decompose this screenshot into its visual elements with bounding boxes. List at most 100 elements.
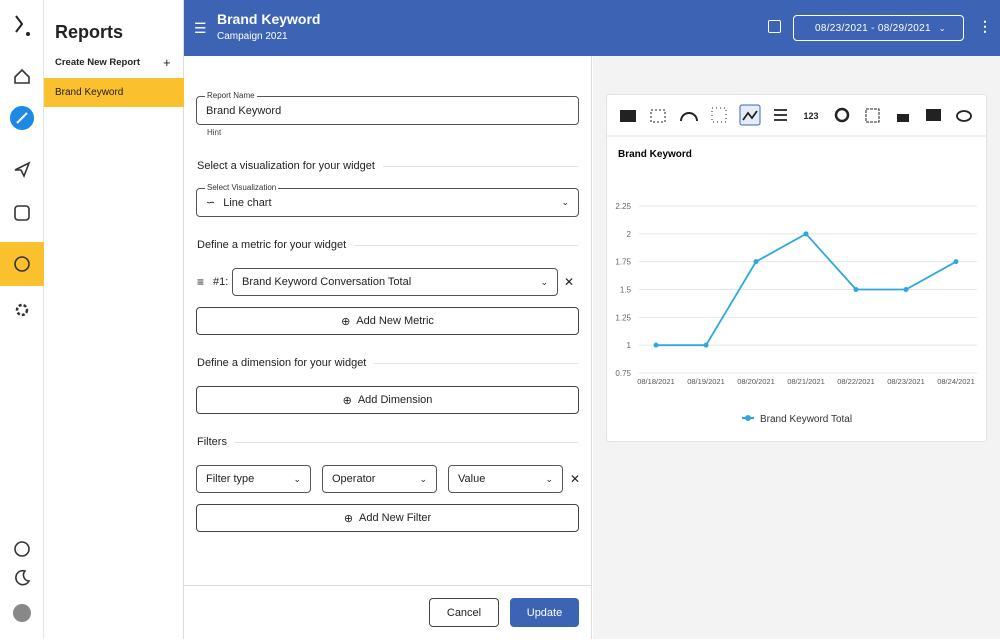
x-tick-label: 08/24/2021	[937, 377, 975, 386]
y-tick-label: 1	[627, 341, 632, 350]
legend-marker	[745, 415, 751, 421]
section-text: Select a visualization for your widget	[197, 160, 375, 172]
data-point	[753, 259, 759, 265]
data-point	[853, 287, 859, 292]
date-range[interactable]: 08/23/2021 - 08/29/2021 ⌄	[793, 15, 964, 41]
icon-rail	[0, 0, 44, 639]
x-tick-label: 08/21/2021	[787, 377, 825, 386]
field-value: Value	[458, 473, 486, 485]
x-tick-label: 08/20/2021	[737, 377, 775, 386]
section-title: Filters	[197, 436, 578, 448]
scatter-icon[interactable]	[711, 107, 727, 123]
cancel-button[interactable]: Cancel	[429, 598, 499, 627]
chart-icon[interactable]	[14, 256, 30, 272]
send-icon[interactable]	[14, 161, 31, 178]
data-point	[703, 342, 709, 348]
button-text: Update	[526, 606, 563, 619]
y-tick-label: 0.75	[615, 369, 631, 378]
help-icon[interactable]	[14, 541, 30, 557]
section-title: Define a dimension for your widget	[197, 357, 578, 369]
x-tick-label: 08/18/2021	[637, 377, 675, 386]
panel-title: Reports	[55, 22, 124, 42]
logo-dot	[26, 32, 30, 36]
button-text: Cancel	[446, 606, 482, 619]
x-tick-label: 08/22/2021	[837, 377, 875, 386]
podium-icon[interactable]	[897, 114, 909, 122]
active-rail-item[interactable]	[0, 242, 44, 286]
remove-filter[interactable]: ✕	[570, 472, 581, 486]
form-panel	[184, 56, 592, 639]
header-title: Brand Keyword	[217, 11, 321, 27]
field-label: Report Name	[205, 91, 257, 100]
x-tick-label: 08/19/2021	[687, 377, 725, 386]
add-metric-button[interactable]: ⊕ Add New Metric	[196, 307, 579, 335]
section-text: Define a metric for your widget	[197, 239, 347, 251]
create-report[interactable]: Create New Report	[55, 57, 140, 68]
section-text: Define a dimension for your widget	[197, 357, 367, 369]
metric-index: #1:	[213, 276, 229, 288]
list-icon[interactable]	[774, 109, 787, 121]
header-subtitle: Campaign 2021	[217, 31, 288, 42]
button-text: Add New Metric	[356, 315, 434, 327]
inbox-icon[interactable]	[14, 205, 30, 221]
area-icon[interactable]	[620, 110, 636, 122]
more-menu[interactable]: ⋮	[978, 18, 992, 34]
y-tick-label: 1.75	[615, 258, 631, 267]
operator-select[interactable]: Operator ⌄	[322, 465, 437, 493]
header: ☰ Brand Keyword Campaign 2021 08/23/2021…	[184, 0, 1000, 56]
funnel-icon[interactable]	[865, 108, 880, 123]
report-name-field[interactable]: Report Name Brand Keyword	[196, 91, 579, 125]
reports-panel: Reports Create New Report + Brand Keywor…	[44, 0, 184, 639]
create-plus[interactable]: +	[163, 55, 171, 70]
home-icon[interactable]	[14, 68, 30, 84]
date-range-text: 08/23/2021 - 08/29/2021	[815, 22, 931, 34]
number-icon[interactable]: 123	[803, 111, 818, 121]
x-tick-label: 08/23/2021	[887, 377, 925, 386]
settings-icon[interactable]	[15, 303, 29, 317]
avatar[interactable]	[13, 604, 31, 622]
y-tick-label: 2	[627, 230, 632, 239]
report-item[interactable]: Brand Keyword	[44, 78, 184, 107]
hint: Hint	[207, 128, 222, 137]
y-tick-label: 1.25	[615, 313, 631, 322]
button-text: Add New Filter	[359, 512, 432, 524]
chart-title: Brand Keyword	[618, 149, 692, 160]
remove-metric[interactable]: ✕	[564, 275, 575, 289]
drag-handle[interactable]: ≡	[197, 275, 205, 289]
section-title: Define a metric for your widget	[197, 239, 578, 251]
donut-icon[interactable]	[834, 107, 850, 123]
y-tick-label: 1.5	[620, 286, 632, 295]
update-button[interactable]: Update	[510, 598, 579, 627]
bar-icon[interactable]	[650, 109, 666, 123]
add-chart-icon[interactable]	[768, 20, 781, 33]
y-tick-label: 2.25	[615, 202, 631, 211]
logo	[15, 15, 24, 33]
filter-type-select[interactable]: Filter type ⌄	[196, 465, 311, 493]
field-value: Line chart	[223, 196, 272, 209]
viz-select[interactable]: Select Visualization ∽ Line chart ⌄	[196, 183, 579, 217]
field-value: Brand Keyword	[206, 104, 282, 117]
section-title: Select a visualization for your widget	[197, 160, 578, 172]
menu-icon[interactable]: ☰	[194, 20, 207, 36]
field-value: Brand Keyword Conversation Total	[242, 276, 412, 288]
chart-card	[606, 94, 987, 442]
treemap-icon[interactable]	[926, 109, 941, 121]
legend-label: Brand Keyword Total	[760, 414, 852, 425]
gauge-icon[interactable]	[680, 112, 698, 122]
metric-select[interactable]: Brand Keyword Conversation Total ⌄	[232, 268, 558, 296]
add-filter-button[interactable]: ⊕ Add New Filter	[196, 504, 579, 532]
add-dimension-button[interactable]: ⊕ Add Dimension	[196, 386, 579, 414]
data-point	[803, 231, 809, 237]
data-point	[903, 287, 909, 292]
value-select[interactable]: Value ⌄	[448, 465, 563, 493]
data-point	[953, 259, 959, 265]
rail-icons	[0, 15, 44, 622]
section-text: Filters	[197, 436, 227, 448]
cloud-icon[interactable]	[956, 110, 972, 122]
data-point	[653, 342, 659, 348]
theme-icon[interactable]	[15, 569, 31, 586]
viz-toolbar: 123	[620, 104, 972, 126]
